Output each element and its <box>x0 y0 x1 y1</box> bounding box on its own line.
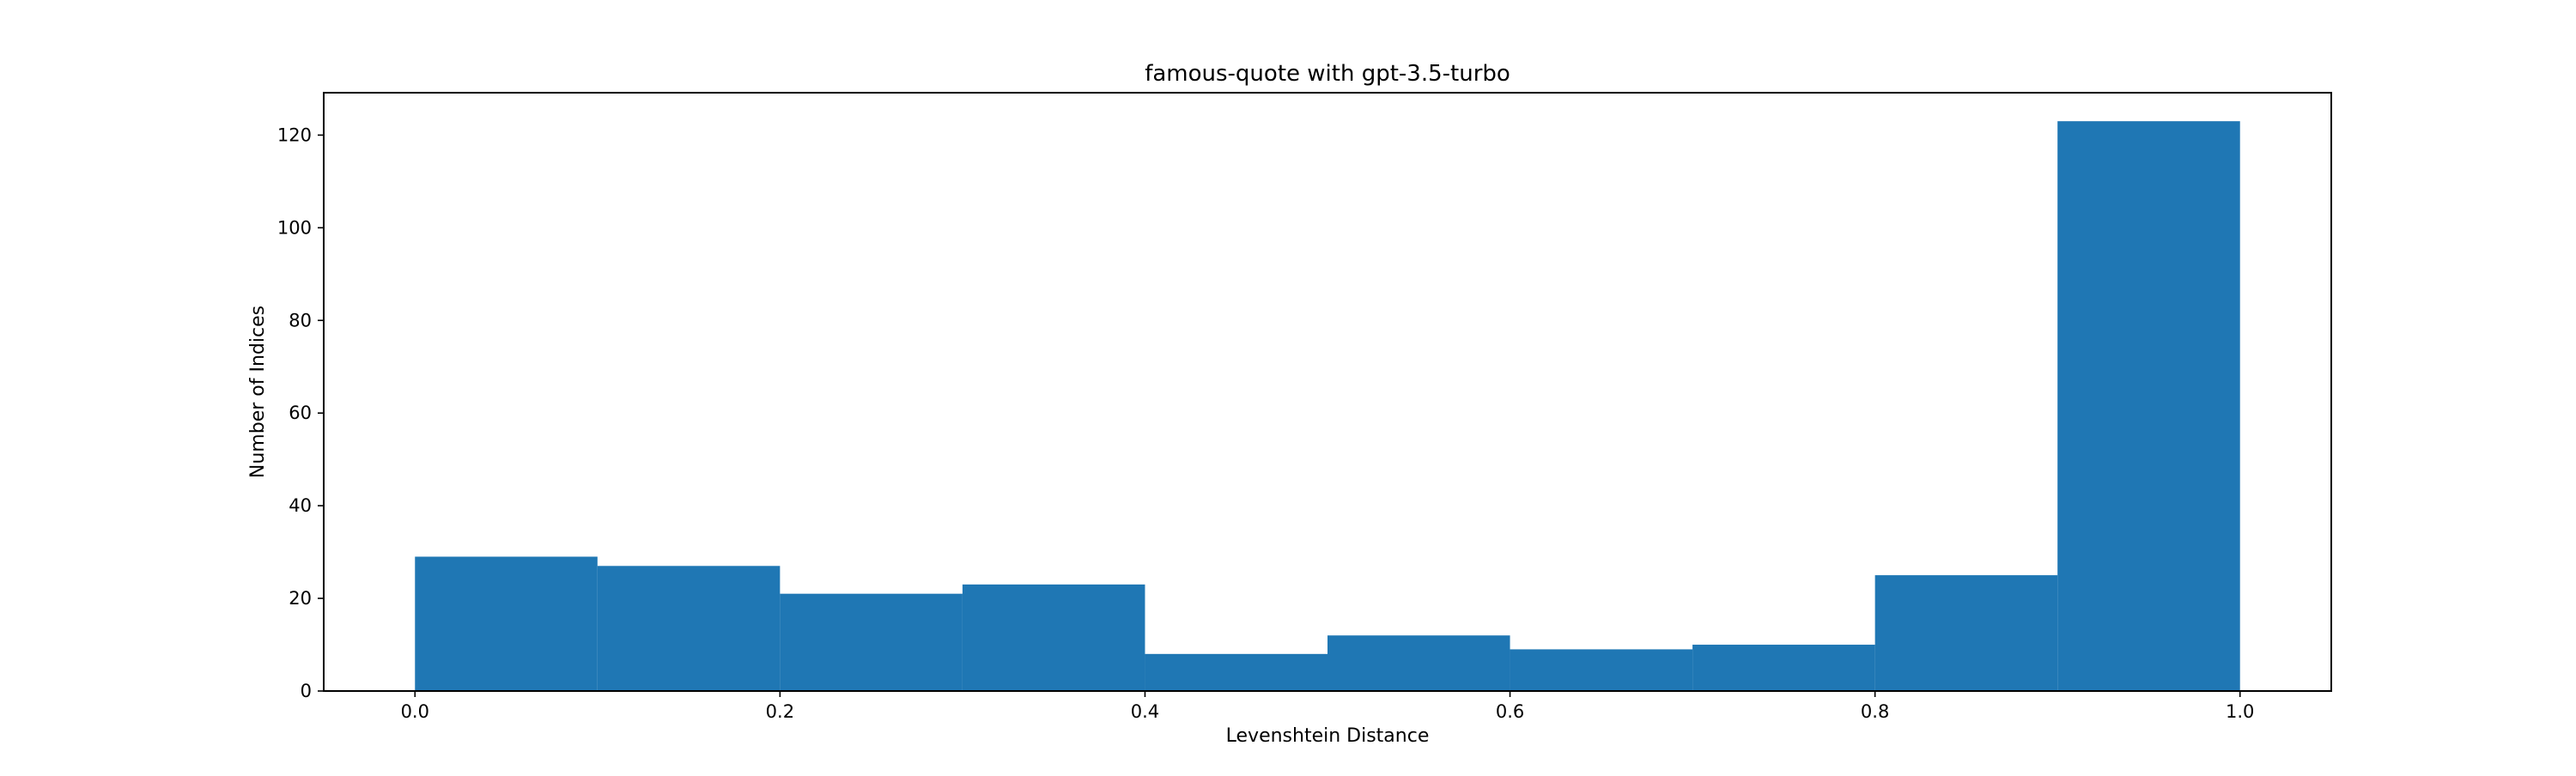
y-tick-label: 0 <box>301 681 312 701</box>
y-tick-label: 40 <box>289 495 312 516</box>
histogram-bar <box>597 566 781 691</box>
histogram-bar <box>2057 121 2240 691</box>
y-tick-label: 120 <box>277 124 312 145</box>
histogram-bar <box>1510 649 1693 691</box>
histogram-bar <box>1327 635 1510 691</box>
chart-title: famous-quote with gpt-3.5-turbo <box>1145 61 1510 87</box>
plot-frame <box>323 92 2332 692</box>
x-tick-label: 0.2 <box>766 701 794 722</box>
x-tick-label: 1.0 <box>2226 701 2254 722</box>
y-tick-label: 60 <box>289 403 312 423</box>
y-axis-label: Number of Indices <box>247 306 269 478</box>
histogram-bar <box>1145 653 1327 691</box>
histogram-bar <box>415 556 598 691</box>
y-axis-ticks: 0 20 40 60 80 100 120 <box>277 124 324 701</box>
y-tick-label: 100 <box>277 217 312 238</box>
y-tick-label: 80 <box>289 310 312 330</box>
histogram-bar <box>1874 575 2058 691</box>
histogram-bar <box>780 593 963 691</box>
histogram-bars <box>415 121 2240 691</box>
x-tick-label: 0.0 <box>401 701 429 722</box>
y-tick-label: 20 <box>289 588 312 609</box>
x-tick-label: 0.4 <box>1131 701 1159 722</box>
x-axis-label: Levenshtein Distance <box>1226 725 1430 747</box>
x-tick-label: 0.8 <box>1861 701 1889 722</box>
x-axis-ticks: 0.0 0.2 0.4 0.6 0.8 1.0 <box>401 691 2254 722</box>
histogram-bar <box>1692 645 1875 691</box>
histogram-bar <box>962 584 1145 691</box>
x-tick-label: 0.6 <box>1496 701 1524 722</box>
